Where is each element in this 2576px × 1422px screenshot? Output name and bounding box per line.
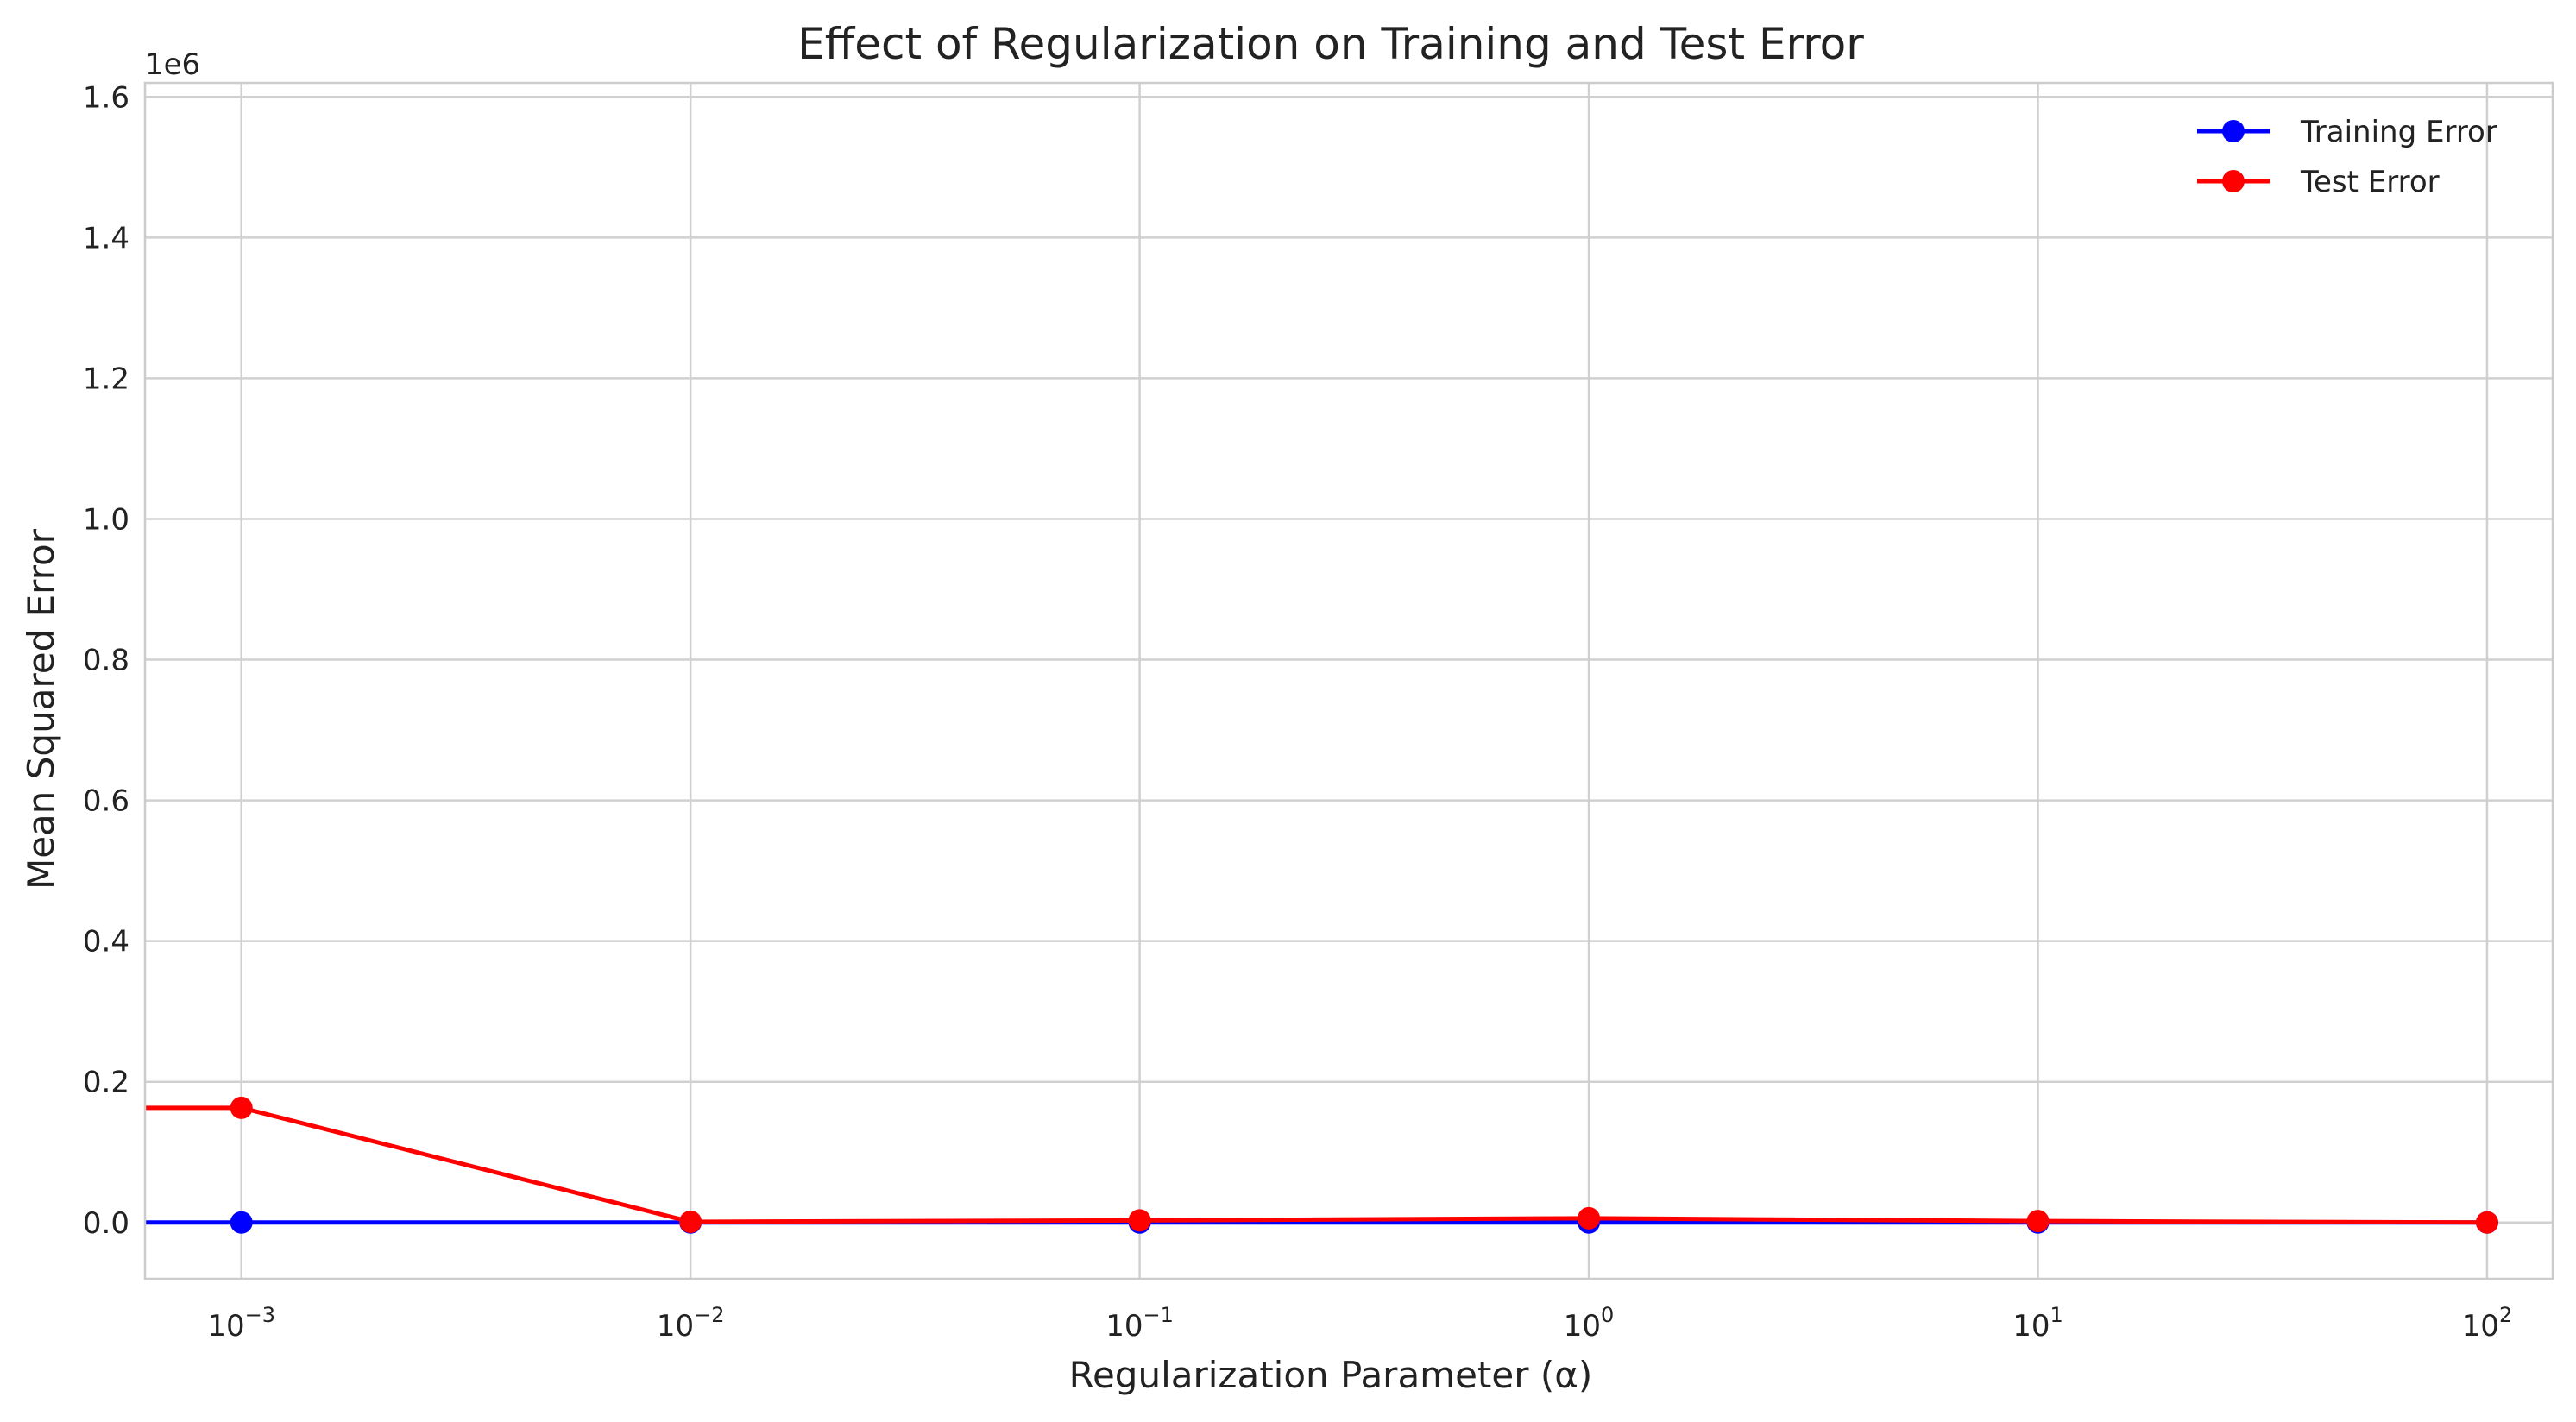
legend-label-test-error: Test Error [2300,165,2440,199]
x-tick-label: 101 [2012,1303,2063,1343]
x-tick-base: 10 [1105,1309,1143,1343]
grid-lines [145,83,2553,1279]
test-error-point [1578,1206,1601,1230]
test-error-point [679,1210,702,1233]
test-error-point [2026,1210,2050,1233]
test-error-point [1128,1209,1151,1232]
y-tick-label: 0.8 [83,644,129,678]
x-tick-label: 102 [2462,1303,2513,1343]
axes-frame [143,81,2554,1280]
legend-marker-test-error [2222,170,2245,192]
y-offset-text: 1e6 [145,47,200,82]
y-tick-label: 1.6 [83,80,129,115]
y-tick-label: 0.2 [83,1066,129,1100]
x-tick-base: 10 [2462,1309,2499,1343]
test-error-point [2475,1211,2498,1234]
x-tick-base: 10 [207,1309,244,1343]
x-tick-label: 10−3 [207,1303,275,1343]
y-tick-label: 0.4 [83,925,129,960]
legend-label-training-error: Training Error [2300,115,2497,149]
x-tick-exponent: −3 [245,1303,275,1327]
training-error-point [230,1211,253,1234]
chart-title: Effect of Regularization on Training and… [797,19,1864,69]
x-tick-exponent: 0 [1601,1303,1614,1327]
tick-labels: 10−3 10−2 10−1 100 101 1020.00.20.40.60.81.01… [83,80,2512,1343]
x-tick-exponent: 2 [2499,1303,2512,1327]
x-tick-base: 10 [657,1309,694,1343]
x-tick-label: 10−1 [1105,1303,1174,1343]
x-axis-label: Regularization Parameter (α) [1069,1354,1593,1396]
y-tick-label: 1.0 [83,502,129,537]
legend: Training Error Test Error [2197,115,2497,199]
x-tick-label: 100 [1564,1303,1615,1343]
x-tick-exponent: −1 [1143,1303,1174,1327]
x-tick-exponent: −2 [694,1303,724,1327]
y-axis-label: Mean Squared Error [20,528,62,890]
test-error-point [230,1096,253,1119]
y-tick-label: 0.6 [83,784,129,819]
y-tick-label: 1.2 [83,362,129,396]
x-tick-base: 10 [1564,1309,1601,1343]
x-tick-exponent: 1 [2050,1303,2063,1327]
data-series [145,1096,2498,1234]
y-tick-label: 1.4 [83,221,129,255]
legend-marker-training-error [2222,120,2245,142]
y-tick-label: 0.0 [83,1206,129,1241]
x-tick-base: 10 [2012,1309,2050,1343]
x-tick-label: 10−2 [657,1303,725,1343]
